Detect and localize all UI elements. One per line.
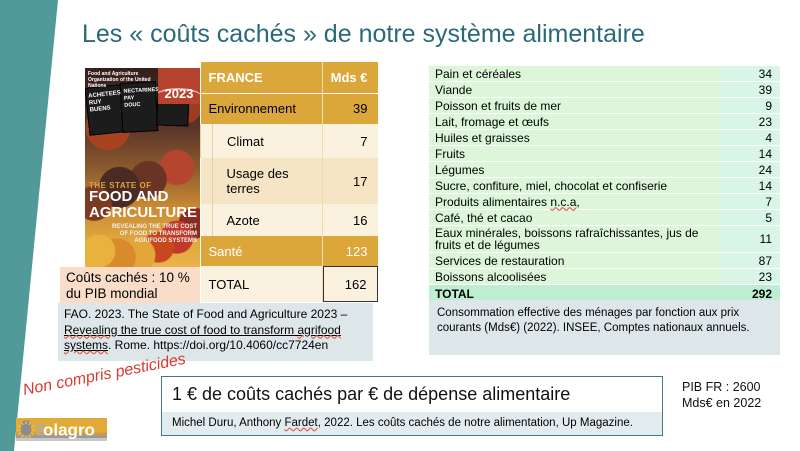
svg-text:olagro: olagro	[43, 421, 95, 440]
